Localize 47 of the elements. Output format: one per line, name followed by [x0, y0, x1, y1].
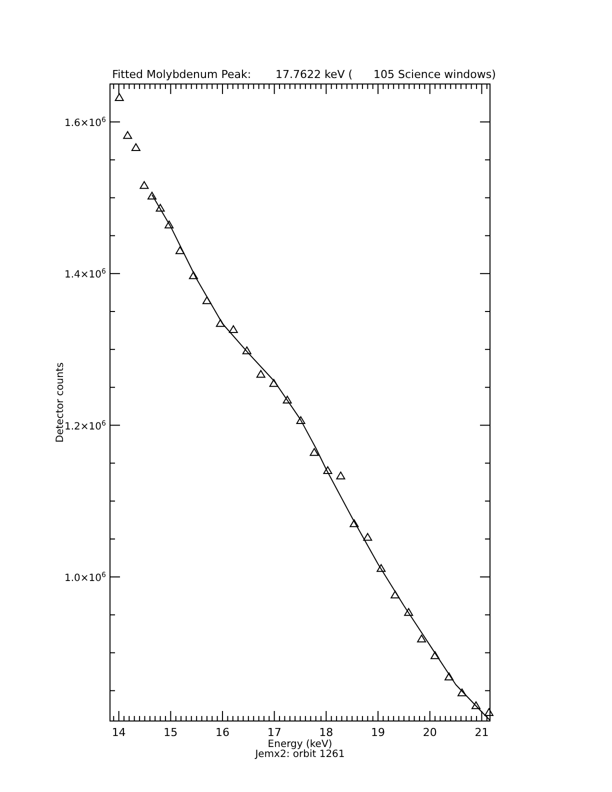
point [242, 346, 252, 354]
point [228, 325, 238, 333]
y-tick-label: 1.6×10$^{6}$ [64, 116, 107, 129]
point [256, 370, 266, 378]
y-tick-label: 1.4×10$^{6}$ [64, 268, 107, 281]
point [336, 472, 346, 480]
point [404, 608, 414, 616]
point [202, 296, 212, 304]
point [363, 532, 372, 541]
x-tick-label: 20 [422, 726, 437, 739]
point [417, 634, 426, 642]
point [147, 192, 156, 200]
point [156, 204, 165, 212]
point [216, 319, 225, 327]
y-tick-label: 1.2×10$^{6}$ [64, 419, 107, 432]
y-axis-title: Detector counts [55, 362, 66, 443]
point [175, 246, 184, 254]
point [323, 466, 332, 474]
x-tick-label: 21 [474, 726, 489, 739]
point [140, 181, 149, 189]
point [484, 708, 494, 716]
point [430, 651, 440, 660]
x-tick-label: 18 [319, 726, 334, 739]
x-tick-label: 14 [112, 726, 126, 739]
point [310, 448, 319, 456]
point [350, 519, 359, 528]
point [296, 416, 306, 424]
x-axis-title: Energy (keV) [268, 739, 332, 750]
point [282, 396, 292, 404]
chart-title: Fitted Molybdenum Peak: 17.7622 keV ( 105 Science windows) [112, 68, 496, 81]
point [376, 564, 386, 572]
y-tick-label: 1.0×10$^{6}$ [64, 570, 107, 584]
point [390, 590, 400, 598]
x-tick-label: 19 [371, 726, 386, 739]
x-tick-label: 16 [215, 726, 230, 739]
point [444, 672, 454, 680]
x-tick-label: 17 [267, 726, 282, 739]
point [472, 701, 481, 710]
x-tick-label: 15 [164, 726, 178, 739]
point [131, 143, 140, 151]
point [269, 379, 278, 387]
point [164, 220, 174, 228]
text: Jemx2: orbit 1261 [254, 749, 345, 760]
point [458, 688, 467, 696]
point [114, 93, 124, 101]
point [123, 131, 132, 139]
point [188, 271, 198, 280]
